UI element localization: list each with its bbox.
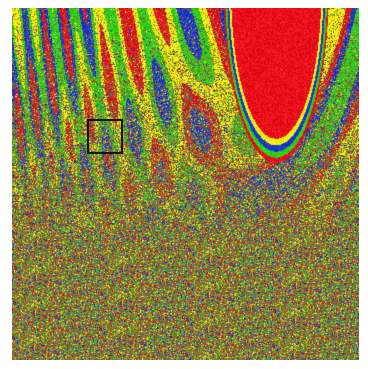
fractal-canvas <box>12 8 359 360</box>
fractal-image <box>12 8 359 360</box>
zoom-selection-box[interactable] <box>87 119 123 154</box>
